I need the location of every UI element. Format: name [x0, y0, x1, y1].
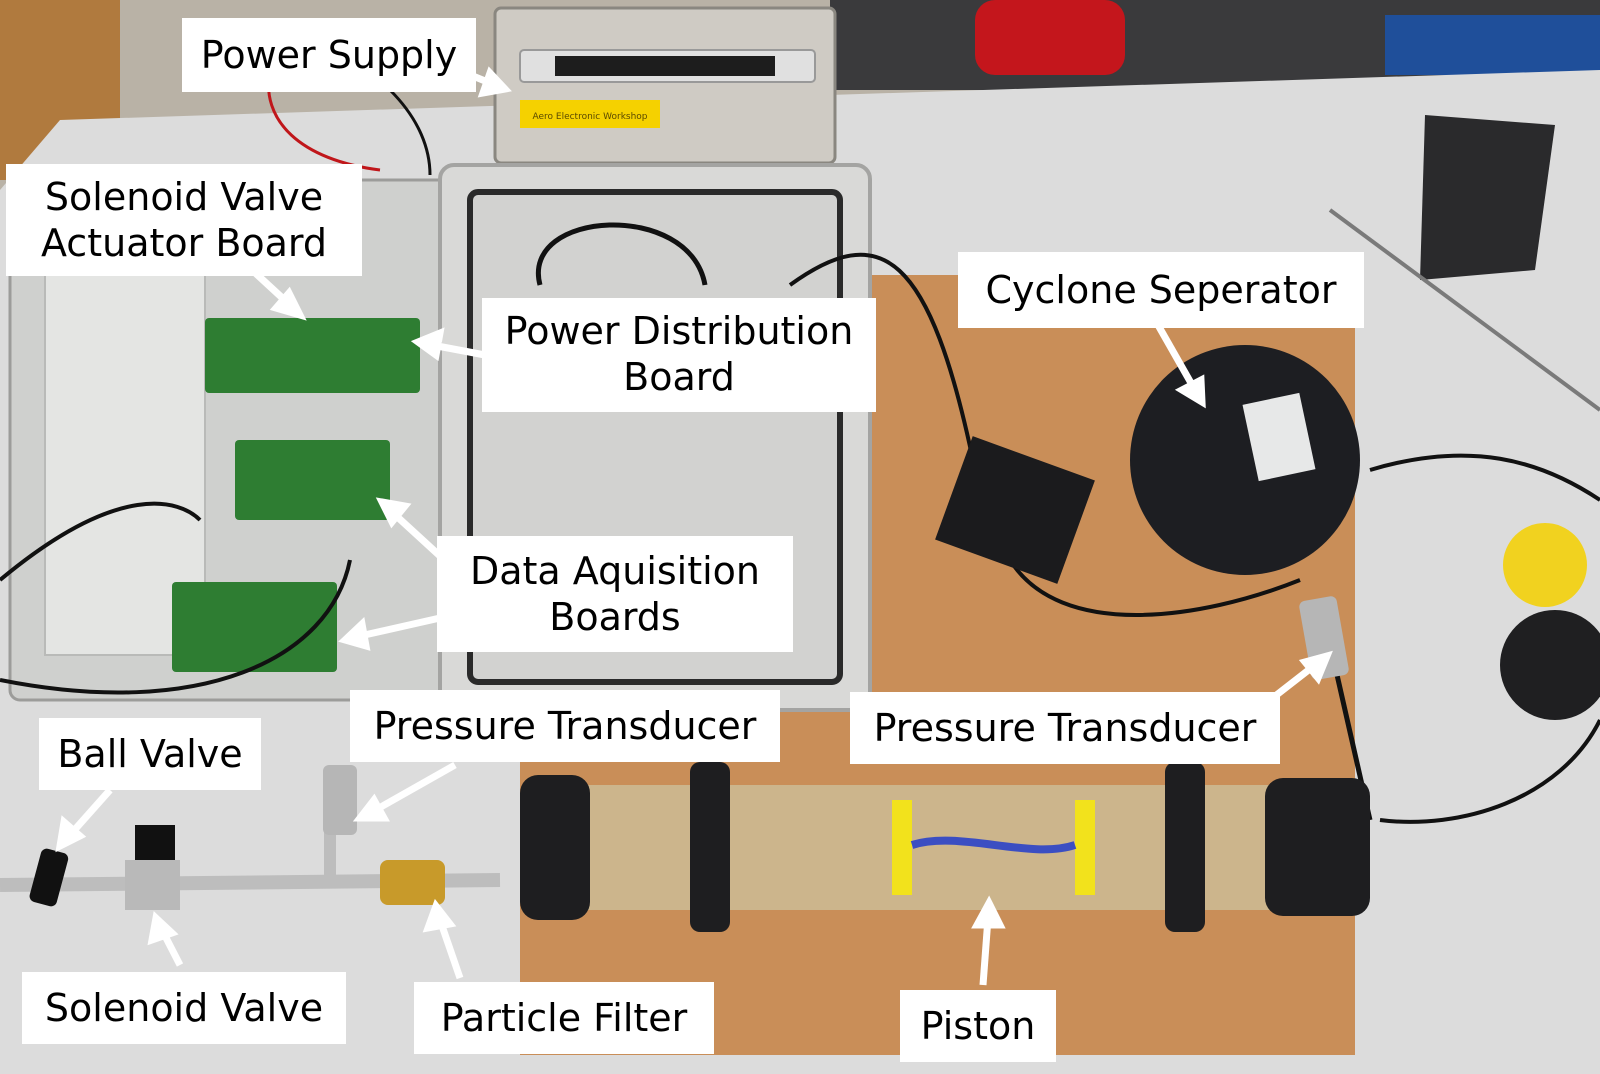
arrow-cyclone-separator — [1154, 323, 1199, 392]
arrow-daq-top — [389, 509, 443, 559]
label-solenoid-valve: Solenoid Valve — [22, 972, 346, 1044]
label-pressure-transducer-right: Pressure Transducer — [850, 692, 1280, 764]
label-particle-filter: Particle Filter — [414, 982, 714, 1054]
daq-pcb-top — [235, 440, 390, 520]
daq-pcb-bottom — [172, 582, 337, 672]
black-cup — [1420, 115, 1555, 280]
label-power-distribution-board: Power Distribution Board — [482, 298, 876, 412]
piston-band-right — [1075, 800, 1095, 895]
power-supply-tag — [520, 100, 660, 128]
solenoid-actuator-pcb — [205, 318, 420, 393]
arrow-pressure-transducer-left — [370, 761, 457, 816]
black-cap — [1500, 610, 1600, 720]
yellow-sponge — [1503, 523, 1587, 607]
cyclone-separator-body — [1130, 345, 1360, 575]
piston-end-cap-left — [520, 775, 590, 920]
label-data-acquisition-boards: Data Aquisition Boards — [437, 536, 793, 652]
red-equipment — [975, 0, 1125, 75]
label-pressure-transducer-left: Pressure Transducer — [350, 690, 780, 762]
pressure-transducer-left-body — [323, 765, 357, 835]
sensor-bracket — [935, 436, 1095, 584]
solenoid-valve-body — [125, 860, 180, 910]
label-power-supply: Power Supply — [182, 18, 476, 92]
power-supply-tag-text: Aero Electronic Workshop — [532, 112, 647, 122]
arrow-daq-bottom — [359, 614, 441, 640]
piston-end-cap-right — [1265, 778, 1370, 916]
label-piston: Piston — [900, 990, 1056, 1062]
piston-band-left — [892, 800, 912, 895]
arrow-particle-filter — [436, 918, 464, 980]
label-ball-valve: Ball Valve — [39, 718, 261, 790]
piston-cylinder — [555, 785, 1315, 910]
label-cyclone-separator: Cyclone Seperator — [958, 252, 1364, 328]
arrow-piston — [979, 917, 992, 986]
ball-valve-handle — [29, 848, 69, 907]
power-supply-unit — [493, 6, 837, 165]
arrow-ball-valve — [67, 787, 113, 838]
label-solenoid-valve-actuator-board: Solenoid Valve Actuator Board — [6, 164, 362, 276]
particle-filter-body — [380, 860, 445, 905]
